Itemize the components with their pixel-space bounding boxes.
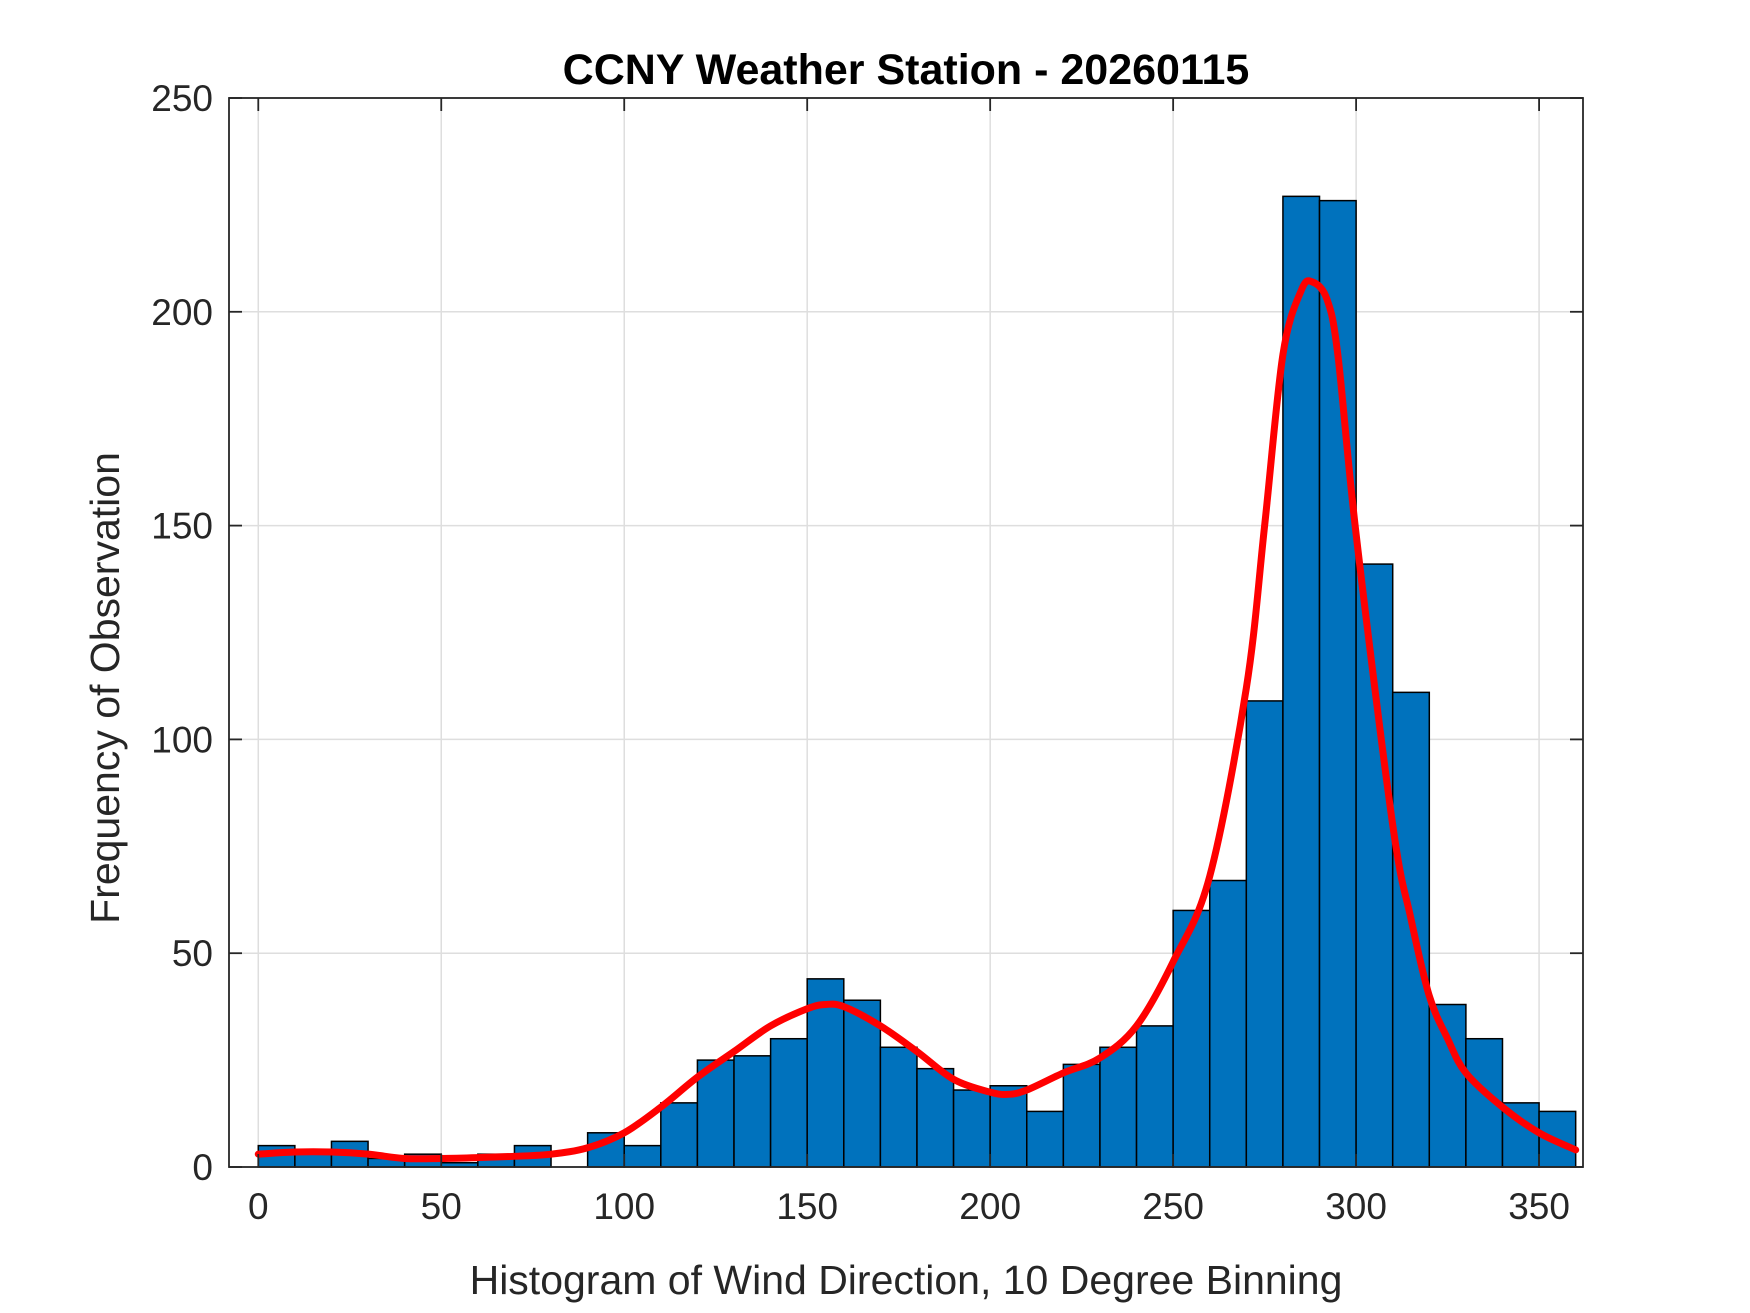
- histogram-bar: [1099, 1046, 1138, 1168]
- y-axis-label: Frequency of Observation: [82, 452, 128, 924]
- x-axis-label: Histogram of Wind Direction, 10 Degree B…: [470, 1257, 1343, 1303]
- histogram-bar: [1208, 879, 1248, 1168]
- y-tick-label: 150: [151, 506, 213, 547]
- histogram-bar: [1062, 1063, 1101, 1168]
- x-tick-label: 300: [1325, 1186, 1387, 1227]
- fit-curve-layer: [254, 277, 1580, 1163]
- histogram-bar: [879, 1046, 918, 1168]
- plot-frame: [228, 97, 1584, 1168]
- histogram-bar: [660, 1102, 699, 1168]
- histogram-bar: [1026, 1110, 1065, 1168]
- y-tick-label: 250: [151, 78, 213, 119]
- x-tick-label: 350: [1508, 1186, 1570, 1227]
- histogram-bar: [989, 1085, 1028, 1168]
- axes-box: [228, 97, 1584, 1168]
- histogram-bar: [1282, 195, 1321, 1168]
- histogram-bar: [1428, 1003, 1467, 1168]
- chart-title: CCNY Weather Station - 20260115: [563, 46, 1250, 94]
- y-tick-label: 100: [151, 719, 213, 760]
- histogram-bars: [257, 195, 1577, 1168]
- histogram-bar: [916, 1067, 955, 1168]
- histogram-bar: [733, 1055, 772, 1168]
- histogram-bar: [1355, 563, 1394, 1168]
- x-tick-label: 250: [1142, 1186, 1204, 1227]
- histogram-bar: [843, 999, 882, 1168]
- x-tick-label: 200: [959, 1186, 1021, 1227]
- histogram-bar: [1135, 1025, 1174, 1168]
- fit-curve-line: [254, 277, 1580, 1163]
- x-tick-label: 0: [248, 1186, 269, 1227]
- x-tick-label: 50: [421, 1186, 462, 1227]
- histogram-bar: [294, 1153, 333, 1168]
- histogram-bar: [1245, 700, 1284, 1168]
- y-tick-label: 0: [192, 1147, 213, 1188]
- histogram-bar: [952, 1089, 991, 1168]
- histogram-bar: [769, 1037, 808, 1168]
- axis-ticks: 0 50 100 150 200 250 300 350 0 50 100 150 200 250: [151, 78, 1583, 1227]
- histogram-bar: [696, 1059, 735, 1168]
- x-tick-label: 150: [776, 1186, 838, 1227]
- y-tick-label: 50: [172, 933, 213, 974]
- x-tick-label: 100: [593, 1186, 655, 1227]
- y-tick-label: 200: [151, 292, 213, 333]
- histogram-bar: [623, 1144, 662, 1168]
